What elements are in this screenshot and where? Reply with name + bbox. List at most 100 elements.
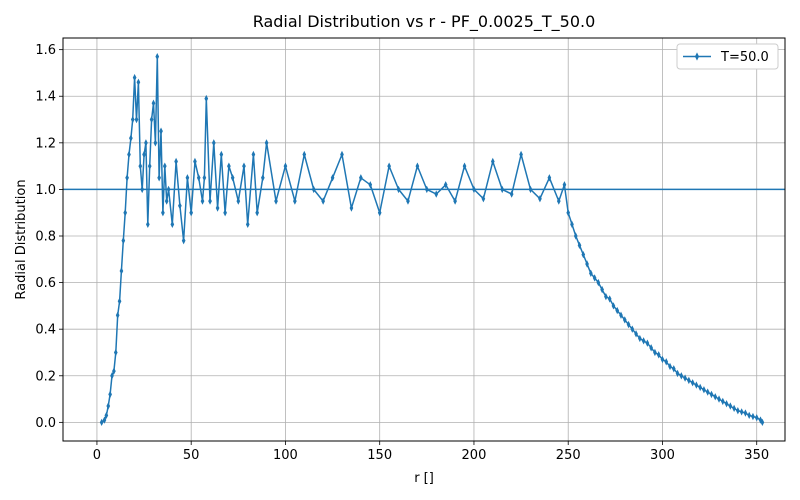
data-point xyxy=(630,325,635,333)
data-point xyxy=(415,162,420,170)
y-tick-label: 1.0 xyxy=(35,183,56,198)
y-tick-label: 1.6 xyxy=(35,43,56,58)
data-point xyxy=(509,190,514,198)
data-point xyxy=(626,320,631,329)
data-point xyxy=(149,115,154,124)
data-point xyxy=(115,311,120,319)
data-point xyxy=(671,365,676,373)
data-point xyxy=(110,372,114,380)
y-tick-label: 0.4 xyxy=(35,323,56,338)
data-point xyxy=(117,297,122,305)
data-point xyxy=(215,204,220,212)
data-point xyxy=(145,220,150,229)
data-point xyxy=(157,174,161,182)
data-point xyxy=(592,274,597,282)
data-point xyxy=(443,181,448,189)
legend-entry-label: T=50.0 xyxy=(720,50,769,65)
data-point xyxy=(104,411,109,420)
data-point xyxy=(132,73,137,82)
data-point xyxy=(739,408,744,416)
data-point xyxy=(255,209,260,217)
data-point xyxy=(211,139,216,147)
data-point xyxy=(588,269,593,277)
data-point xyxy=(528,185,533,194)
data-point xyxy=(204,94,209,103)
data-point xyxy=(202,174,207,182)
y-tick-label: 1.2 xyxy=(35,136,56,151)
legend: T=50.0 xyxy=(676,43,779,70)
data-point xyxy=(102,416,107,424)
data-point xyxy=(144,139,148,147)
data-point xyxy=(538,195,542,203)
data-point xyxy=(634,330,638,338)
data-point xyxy=(600,285,604,294)
data-point xyxy=(223,209,227,217)
x-axis-label: r [] xyxy=(414,471,434,486)
data-point xyxy=(490,157,495,166)
data-point xyxy=(694,381,699,389)
data-point xyxy=(174,157,178,166)
data-point xyxy=(611,302,616,310)
data-point xyxy=(123,209,128,217)
x-tick-label: 350 xyxy=(744,448,769,463)
data-point xyxy=(178,202,182,210)
data-point xyxy=(349,204,354,212)
data-point xyxy=(751,412,755,421)
data-point xyxy=(112,367,116,375)
data-point xyxy=(720,397,725,406)
data-point xyxy=(359,174,363,182)
data-point xyxy=(330,174,335,182)
data-point xyxy=(573,232,578,240)
data-point xyxy=(159,127,163,135)
data-point xyxy=(245,220,250,229)
x-tick-label: 250 xyxy=(556,448,581,463)
y-axis-ticks: 0.0 0.2 0.4 0.6 0.8 1.0 1.2 1.4 1.6 xyxy=(35,43,63,431)
data-point xyxy=(181,236,186,245)
data-point xyxy=(377,209,382,217)
data-point xyxy=(453,197,457,205)
data-point xyxy=(251,150,256,159)
data-point xyxy=(189,209,194,217)
data-point xyxy=(138,162,143,170)
x-axis-ticks: 0 50 100 150 200 250 300 350 xyxy=(93,441,769,463)
data-point xyxy=(645,339,650,347)
data-point xyxy=(153,139,158,147)
data-point xyxy=(264,139,269,147)
series-layer xyxy=(99,52,765,427)
data-point xyxy=(106,402,111,410)
data-point xyxy=(134,115,139,124)
data-point xyxy=(705,388,710,396)
x-tick-label: 0 xyxy=(93,448,101,463)
data-point xyxy=(151,99,156,107)
data-point xyxy=(656,351,661,359)
x-tick-label: 150 xyxy=(367,448,392,463)
data-point xyxy=(236,197,241,205)
series-line xyxy=(101,55,763,423)
data-point xyxy=(641,337,646,345)
data-point xyxy=(162,162,167,170)
data-point xyxy=(208,197,212,205)
data-point xyxy=(242,162,246,170)
data-point xyxy=(724,400,729,408)
data-point xyxy=(166,185,171,194)
data-point xyxy=(193,157,197,166)
data-point xyxy=(556,197,561,205)
data-point xyxy=(547,174,552,182)
data-point xyxy=(434,190,439,198)
data-point xyxy=(607,295,612,303)
x-tick-label: 200 xyxy=(462,448,487,463)
data-point xyxy=(577,241,582,249)
data-point xyxy=(736,407,740,415)
data-point xyxy=(302,150,307,159)
data-point xyxy=(396,185,401,194)
data-point xyxy=(519,150,523,159)
data-point xyxy=(760,418,765,427)
data-point xyxy=(164,197,169,205)
data-point xyxy=(108,390,112,399)
data-point xyxy=(743,409,748,417)
data-point xyxy=(653,348,657,357)
data-point xyxy=(219,150,224,159)
data-point xyxy=(747,411,752,420)
chart-title: Radial Distribution vs r - PF_0.0025_T_5… xyxy=(253,12,596,32)
